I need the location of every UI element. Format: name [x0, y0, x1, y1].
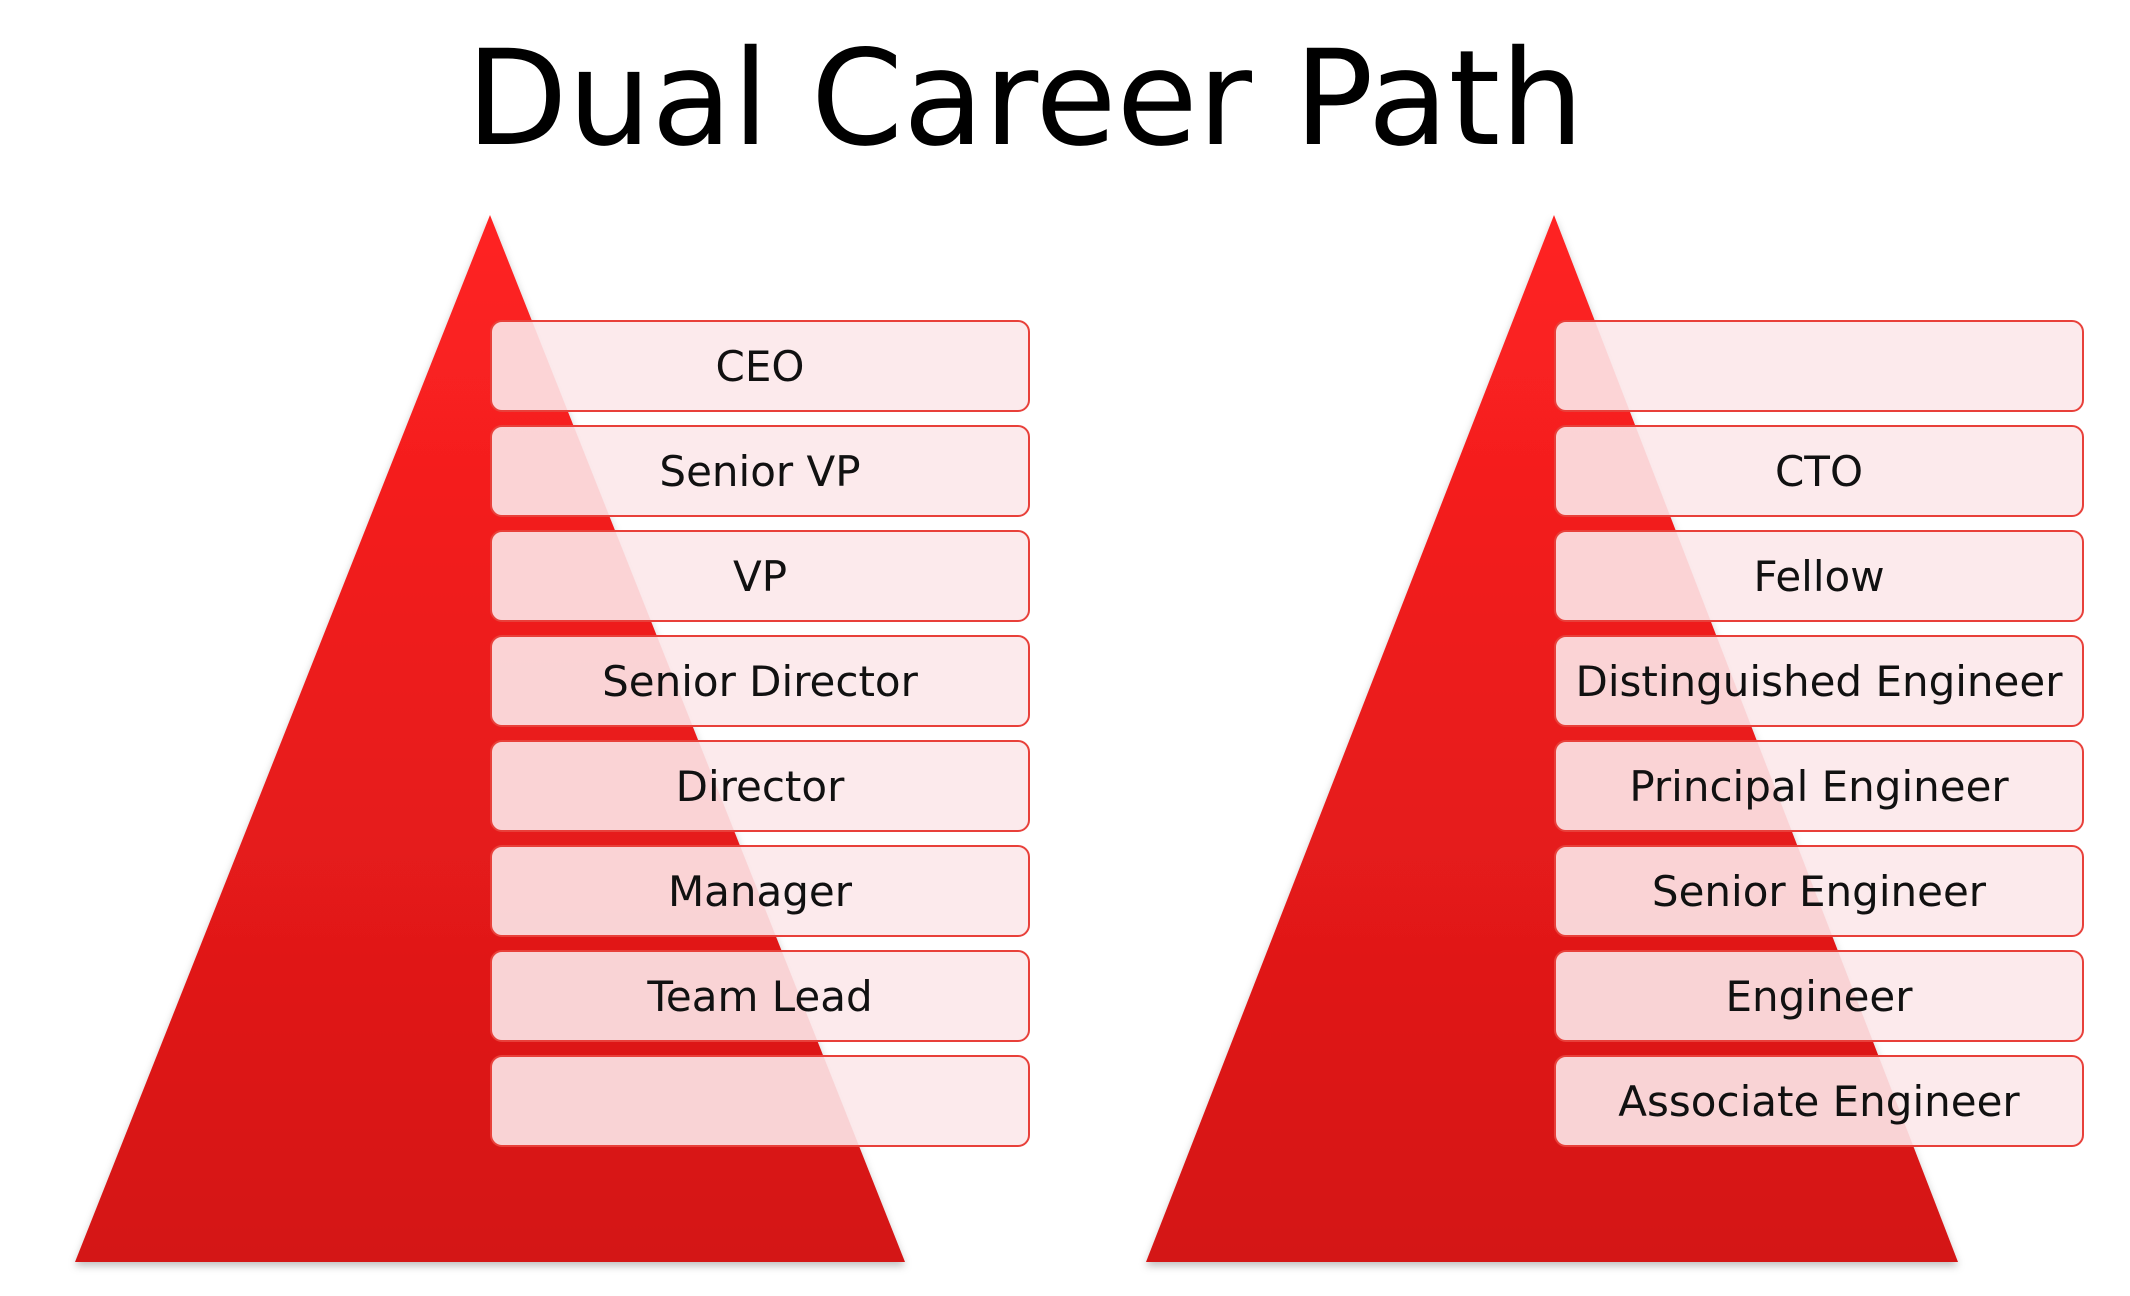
management-ladder: CEO Senior VP VP Senior Director Directo…: [490, 320, 1030, 1160]
management-level-5: Director: [490, 740, 1030, 832]
technical-level-2: CTO: [1554, 425, 2084, 517]
technical-level-5: Principal Engineer: [1554, 740, 2084, 832]
management-level-4: Senior Director: [490, 635, 1030, 727]
management-level-3: VP: [490, 530, 1030, 622]
management-level-7: Team Lead: [490, 950, 1030, 1042]
technical-level-4: Distinguished Engineer: [1554, 635, 2084, 727]
page-title: Dual Career Path: [466, 22, 1584, 176]
technical-level-7: Engineer: [1554, 950, 2084, 1042]
technical-level-6: Senior Engineer: [1554, 845, 2084, 937]
technical-level-8: Associate Engineer: [1554, 1055, 2084, 1147]
management-level-2: Senior VP: [490, 425, 1030, 517]
management-level-6: Manager: [490, 845, 1030, 937]
technical-level-3: Fellow: [1554, 530, 2084, 622]
management-level-8: [490, 1055, 1030, 1147]
technical-level-1: [1554, 320, 2084, 412]
technical-ladder: CTO Fellow Distinguished Engineer Princi…: [1554, 320, 2084, 1160]
management-level-1: CEO: [490, 320, 1030, 412]
